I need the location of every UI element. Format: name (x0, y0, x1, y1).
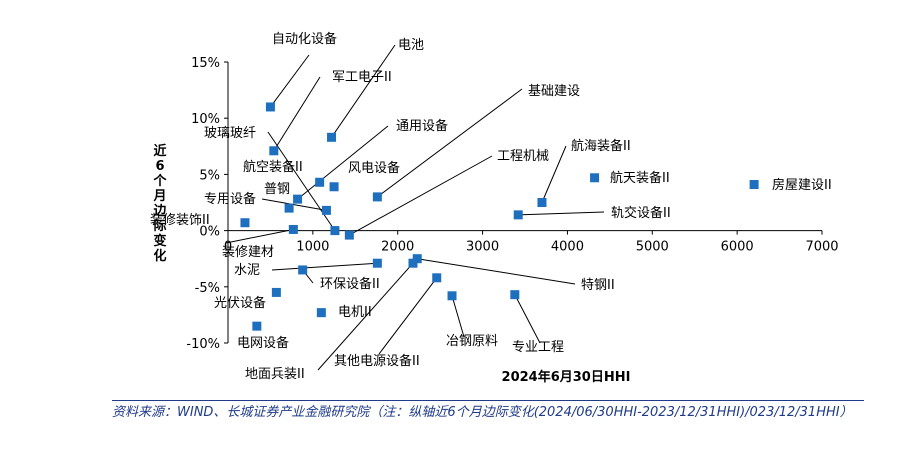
point-label: 自动化设备 (272, 31, 337, 47)
scatter-point (327, 132, 337, 142)
scatter-point (330, 226, 340, 236)
x-tick-label: 2000 (381, 240, 414, 255)
point-label: 电池 (398, 38, 424, 53)
y-tick-label: 0% (199, 225, 220, 240)
point-label: 专业工程 (512, 340, 564, 355)
scatter-point (344, 230, 354, 240)
leader-line (225, 228, 294, 244)
scatter-point (265, 102, 275, 112)
source-divider (112, 400, 864, 401)
scatter-point (316, 308, 326, 318)
point-label: 玻璃玻纤 (204, 126, 256, 141)
scatter-point (590, 173, 600, 183)
point-label: 专用设备 (204, 191, 256, 207)
x-tick-label: 7000 (805, 240, 838, 255)
y-tick-label: 10% (191, 112, 220, 127)
scatter-point (271, 287, 281, 297)
point-label: 普钢 (264, 182, 290, 197)
point-label: 冶钢原料 (446, 334, 498, 349)
y-tick-label: -5% (195, 281, 220, 296)
point-label: 工程机械 (497, 149, 549, 164)
point-label: 房屋建设II (772, 177, 832, 193)
x-axis-label: 2024年6月30日HHI (502, 369, 631, 385)
point-label: 基础建设 (528, 84, 580, 99)
scatter-point (372, 258, 382, 268)
scatter-chart: 15% 10% 5% 0% -5% -10% 0 1000 2000 3000 4000 5000 60… (150, 31, 839, 385)
point-label: 光伏设备 (214, 295, 266, 311)
leader-line (378, 277, 438, 355)
scatter-point (240, 218, 250, 228)
scatter-point (447, 291, 457, 301)
point-label: 风电设备 (348, 160, 400, 176)
scatter-point (284, 203, 294, 213)
leader-line (317, 262, 414, 371)
x-tick-label: 6000 (721, 240, 754, 255)
point-label: 航天装备II (610, 170, 670, 186)
leader-line (297, 125, 389, 200)
scatter-point (513, 210, 523, 220)
y-tick-label: 5% (199, 168, 220, 183)
point-label: 电机II (338, 305, 372, 320)
leader-line (273, 76, 321, 152)
leader-line (377, 88, 523, 198)
point-label: 其他电源设备II (334, 353, 420, 369)
point-label: 通用设备 (396, 118, 448, 134)
point-label: 特钢II (581, 278, 615, 293)
leader-line (518, 211, 605, 216)
point-label: 环保设备II (320, 276, 380, 292)
point-label: 地面兵装II (245, 367, 305, 382)
y-axis-label: 近 6 个月边际变化 (152, 143, 167, 264)
point-label: 电网设备 (237, 335, 289, 351)
leader-line (270, 54, 310, 108)
data-points (240, 102, 759, 331)
scatter-point (269, 146, 279, 156)
leader-line (349, 155, 493, 236)
leader-line (417, 258, 576, 285)
scatter-point (288, 224, 298, 234)
x-tick-label: 0 (224, 240, 232, 255)
leader-line (541, 145, 567, 203)
scatter-point (537, 198, 547, 207)
point-label: 航海装备II (571, 138, 631, 154)
point-label: 军工电子II (332, 70, 392, 85)
x-tick-label: 5000 (636, 240, 669, 255)
x-tick-label: 1000 (296, 240, 329, 255)
point-label: 装修建材 (222, 245, 274, 260)
scatter-point (252, 321, 262, 331)
scatter-point (408, 258, 418, 268)
leader-line (271, 262, 378, 271)
scatter-point (298, 265, 308, 275)
scatter-point (329, 182, 339, 192)
scatter-point (372, 192, 382, 202)
scatter-point (321, 205, 331, 215)
scatter-point (293, 194, 303, 204)
scatter-point (432, 273, 442, 283)
y-tick-label: 15% (191, 56, 220, 71)
leader-line (451, 295, 465, 338)
point-label: 航空装备II (243, 159, 303, 175)
leader-line (514, 294, 541, 344)
leader-line (331, 44, 396, 138)
scatter-point (315, 177, 325, 187)
leader-lines (225, 44, 605, 371)
leader-line (261, 198, 327, 211)
scatter-point (510, 290, 520, 300)
point-label: 轨交设备II (611, 205, 671, 221)
point-label: 装修装饰II (150, 213, 210, 228)
x-tick-label: 3000 (466, 240, 499, 255)
source-note: 资料来源：WIND、长城证券产业金融研究院（注：纵轴近6个月边际变化(2024/… (112, 405, 853, 420)
x-tick-label: 4000 (551, 240, 584, 255)
point-label: 水泥 (234, 263, 260, 278)
y-tick-label: -10% (186, 337, 220, 352)
axes: 15% 10% 5% 0% -5% -10% 0 1000 2000 3000 4000 5000 60… (186, 56, 838, 352)
scatter-point (749, 180, 759, 190)
